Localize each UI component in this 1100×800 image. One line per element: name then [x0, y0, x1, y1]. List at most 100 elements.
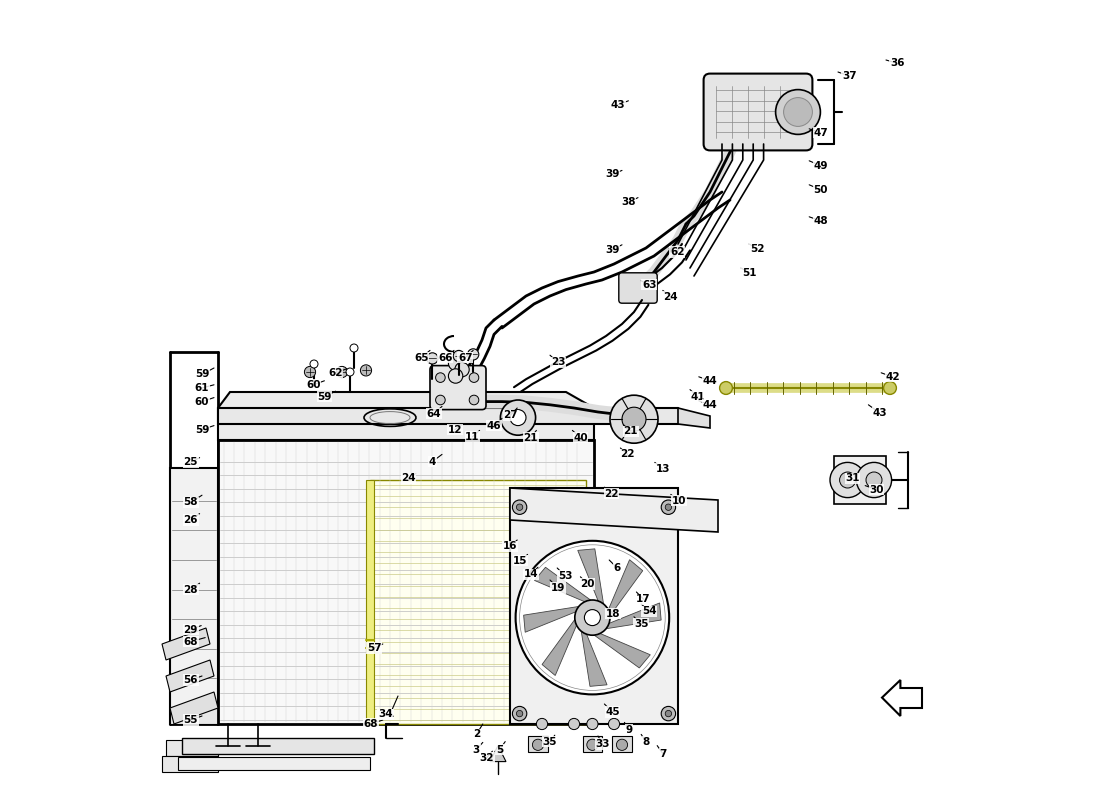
Text: 51: 51: [741, 268, 757, 278]
Text: 47: 47: [813, 128, 828, 138]
Text: 35: 35: [634, 619, 649, 629]
Circle shape: [586, 718, 598, 730]
Circle shape: [500, 400, 536, 435]
Circle shape: [453, 350, 464, 362]
Circle shape: [621, 407, 646, 431]
Circle shape: [666, 504, 672, 510]
Text: 62: 62: [329, 368, 343, 378]
Polygon shape: [162, 628, 210, 660]
Circle shape: [783, 98, 813, 126]
Circle shape: [661, 500, 675, 514]
Circle shape: [305, 366, 316, 378]
Text: 61: 61: [195, 383, 209, 393]
Polygon shape: [510, 488, 718, 532]
Text: 12: 12: [448, 425, 462, 434]
Text: 50: 50: [813, 185, 827, 194]
Text: 34: 34: [378, 710, 393, 719]
Text: 26: 26: [184, 515, 198, 525]
Polygon shape: [170, 708, 218, 724]
Text: 17: 17: [636, 594, 651, 604]
Circle shape: [666, 710, 672, 717]
Circle shape: [468, 349, 478, 360]
Text: 60: 60: [306, 380, 320, 390]
Circle shape: [537, 718, 548, 730]
Polygon shape: [366, 480, 374, 724]
Circle shape: [436, 395, 446, 405]
Circle shape: [608, 718, 619, 730]
Text: 45: 45: [605, 707, 619, 717]
Text: 16: 16: [503, 542, 517, 551]
Text: 59: 59: [195, 425, 209, 434]
Text: 40: 40: [573, 433, 587, 442]
Polygon shape: [581, 631, 607, 686]
Circle shape: [586, 739, 598, 750]
Text: 48: 48: [813, 216, 827, 226]
Polygon shape: [578, 549, 604, 604]
Polygon shape: [678, 408, 710, 428]
Polygon shape: [218, 440, 594, 724]
Circle shape: [310, 360, 318, 368]
Circle shape: [449, 369, 463, 383]
Circle shape: [719, 382, 733, 394]
Text: 39: 39: [605, 245, 619, 254]
Circle shape: [470, 373, 478, 382]
Circle shape: [857, 462, 892, 498]
Circle shape: [569, 718, 580, 730]
Polygon shape: [583, 736, 602, 752]
Text: 38: 38: [621, 198, 636, 207]
Text: 29: 29: [184, 625, 198, 634]
Text: 36: 36: [890, 58, 904, 68]
Circle shape: [532, 739, 543, 750]
Text: 1: 1: [386, 710, 394, 719]
Text: 62: 62: [670, 247, 684, 257]
Circle shape: [584, 610, 601, 626]
Text: 46: 46: [486, 421, 502, 430]
Text: 42: 42: [886, 372, 900, 382]
Circle shape: [470, 395, 478, 405]
Text: 52: 52: [750, 244, 764, 254]
Text: 66: 66: [438, 353, 452, 362]
Text: Simone Baz: Simone Baz: [294, 437, 535, 523]
Text: 64: 64: [427, 409, 441, 418]
Text: 44: 44: [703, 376, 717, 386]
Text: 65: 65: [414, 353, 429, 362]
Text: 13: 13: [656, 464, 670, 474]
Text: 49: 49: [813, 161, 827, 170]
Circle shape: [454, 362, 470, 377]
Text: 22: 22: [604, 489, 619, 498]
Polygon shape: [182, 738, 374, 754]
Polygon shape: [606, 603, 661, 629]
Circle shape: [513, 500, 527, 514]
Text: 27: 27: [504, 410, 518, 420]
Text: 24: 24: [402, 474, 416, 483]
Circle shape: [513, 706, 527, 721]
FancyBboxPatch shape: [704, 74, 813, 150]
Polygon shape: [608, 560, 642, 616]
Polygon shape: [528, 736, 548, 752]
Polygon shape: [613, 736, 631, 752]
Text: 20: 20: [581, 579, 595, 589]
Polygon shape: [170, 692, 218, 724]
Circle shape: [516, 541, 669, 694]
Text: 57: 57: [366, 643, 382, 653]
Text: 43: 43: [610, 100, 625, 110]
Text: since 1962: since 1962: [348, 502, 480, 554]
Text: 7: 7: [659, 749, 667, 758]
Polygon shape: [834, 456, 886, 504]
Polygon shape: [162, 756, 218, 772]
Text: 41: 41: [691, 392, 705, 402]
Circle shape: [361, 365, 372, 376]
Text: 8: 8: [642, 737, 650, 746]
Circle shape: [839, 472, 856, 488]
Circle shape: [427, 353, 438, 364]
Text: 55: 55: [184, 715, 198, 725]
Text: 67: 67: [458, 353, 473, 362]
Circle shape: [575, 600, 611, 635]
Polygon shape: [178, 757, 370, 770]
Text: 2: 2: [473, 730, 480, 739]
Text: 23: 23: [551, 358, 565, 367]
Text: 31: 31: [845, 474, 860, 483]
Circle shape: [883, 382, 896, 394]
Polygon shape: [510, 488, 678, 724]
Circle shape: [346, 368, 354, 376]
